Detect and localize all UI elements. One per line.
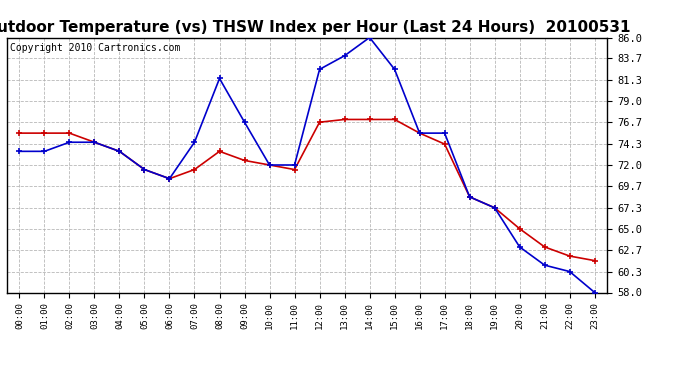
Text: Copyright 2010 Cartronics.com: Copyright 2010 Cartronics.com [10,43,180,52]
Title: Outdoor Temperature (vs) THSW Index per Hour (Last 24 Hours)  20100531: Outdoor Temperature (vs) THSW Index per … [0,20,630,35]
